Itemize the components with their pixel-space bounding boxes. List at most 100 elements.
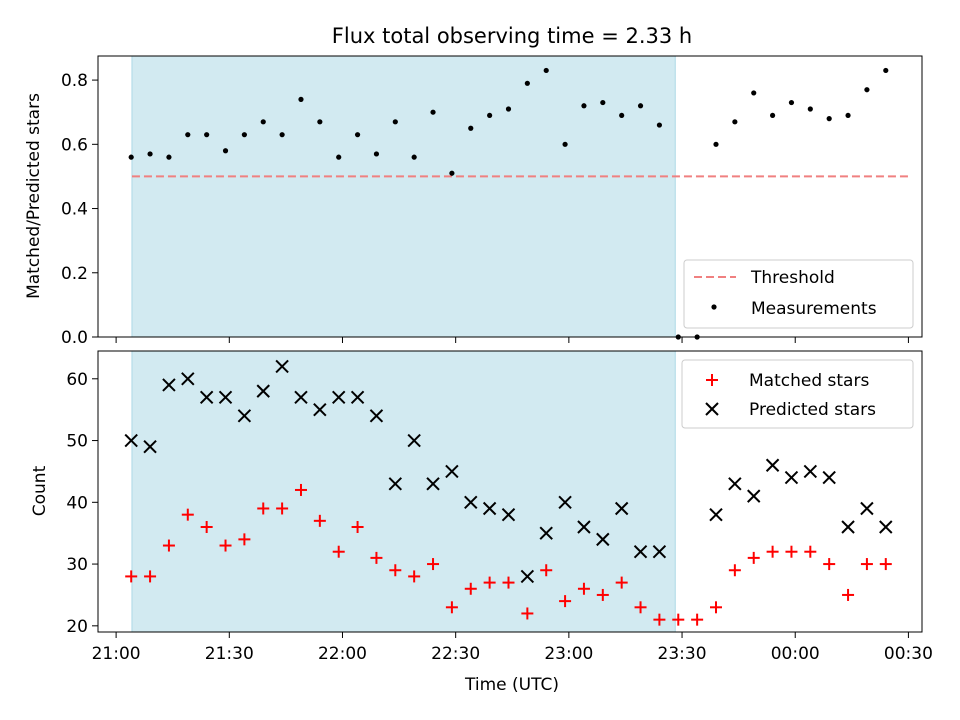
predicted-stars-point bbox=[633, 545, 648, 559]
matched-stars-point bbox=[257, 502, 270, 515]
measurement-point bbox=[732, 119, 738, 125]
predicted-stars-point bbox=[596, 532, 610, 547]
measurement-point bbox=[222, 148, 229, 154]
predicted-stars-point bbox=[464, 495, 478, 510]
matched-stars-point bbox=[370, 551, 383, 564]
predicted-stars-point bbox=[765, 458, 780, 472]
predicted-stars-point bbox=[577, 520, 591, 534]
measurement-point bbox=[260, 119, 266, 125]
measurement-point bbox=[581, 103, 587, 109]
predicted-stars-point bbox=[369, 409, 384, 423]
matched-stars-point bbox=[823, 558, 836, 571]
matched-stars-point bbox=[653, 613, 666, 626]
x-tick-label: 00:00 bbox=[771, 644, 820, 664]
matched-stars-point bbox=[672, 613, 685, 626]
measurement-point bbox=[241, 132, 247, 138]
predicted-stars-point bbox=[124, 433, 138, 448]
predicted-stars-point bbox=[879, 520, 893, 534]
bottom-legend-box bbox=[681, 359, 914, 429]
measurement-point bbox=[656, 122, 663, 128]
y-tick-label: 20 bbox=[66, 617, 88, 637]
predicted-stars-point bbox=[407, 433, 421, 448]
measurement-point bbox=[373, 151, 380, 157]
measurement-point bbox=[883, 67, 889, 74]
y-tick-label: 60 bbox=[66, 370, 88, 390]
predicted-stars-point bbox=[256, 384, 270, 398]
matched-stars-point bbox=[408, 570, 421, 583]
x-tick-label: 21:30 bbox=[205, 644, 254, 664]
matched-stars-point bbox=[860, 558, 873, 571]
predicted-stars-point bbox=[445, 464, 459, 479]
predicted-stars-point bbox=[614, 501, 629, 516]
matched-stars-point bbox=[577, 582, 590, 595]
measurement-point bbox=[430, 109, 436, 115]
matched-stars-point bbox=[464, 582, 477, 595]
measurement-point bbox=[204, 132, 210, 138]
predicted-stars-point bbox=[294, 390, 308, 405]
measurement-point bbox=[317, 119, 323, 125]
measurement-point bbox=[487, 112, 493, 119]
matched-stars-point bbox=[521, 607, 534, 620]
matched-stars-point bbox=[238, 533, 251, 546]
matched-stars-point bbox=[710, 601, 722, 614]
matched-stars-point bbox=[804, 545, 817, 558]
x-tick-label: 22:00 bbox=[318, 644, 367, 664]
predicted-stars-point bbox=[784, 470, 799, 485]
y-tick-label: 0.4 bbox=[61, 200, 88, 220]
measurement-point bbox=[807, 106, 813, 112]
legend-predicted-swatch bbox=[705, 402, 719, 416]
predicted-stars-point bbox=[218, 390, 233, 405]
matched-stars-point bbox=[766, 545, 779, 558]
matched-stars-point bbox=[144, 570, 157, 583]
measurement-point bbox=[713, 141, 719, 147]
measurement-point bbox=[279, 132, 285, 138]
matched-stars-point bbox=[219, 539, 232, 552]
y-tick-label: 50 bbox=[66, 432, 88, 452]
matched-stars-point bbox=[125, 570, 138, 583]
measurement-point bbox=[147, 151, 153, 157]
matched-stars-point bbox=[728, 564, 741, 577]
matched-stars-point bbox=[785, 545, 798, 558]
observing-window-span bbox=[131, 350, 676, 633]
predicted-stars-point bbox=[181, 372, 195, 386]
top-panel-frame bbox=[97, 55, 923, 338]
y-tick-label: 0.2 bbox=[61, 264, 88, 284]
predicted-stars-point bbox=[388, 477, 403, 491]
predicted-stars-point bbox=[426, 477, 440, 491]
measurement-point bbox=[354, 132, 361, 138]
measurement-point bbox=[864, 87, 870, 93]
measurement-point bbox=[845, 112, 851, 119]
bottom-panel-frame bbox=[97, 350, 923, 633]
measurement-point bbox=[769, 112, 776, 119]
x-tick-label: 22:30 bbox=[431, 644, 480, 664]
matched-stars-point bbox=[181, 508, 194, 521]
predicted-stars-point bbox=[350, 390, 365, 405]
predicted-stars-point bbox=[822, 470, 836, 485]
predicted-stars-point bbox=[728, 477, 742, 491]
measurement-point bbox=[788, 99, 795, 106]
chart-title: Flux total observing time = 2.33 h bbox=[332, 24, 692, 48]
predicted-stars-point bbox=[860, 501, 874, 516]
x-tick-label: 21:00 bbox=[92, 644, 141, 664]
predicted-stars-point bbox=[520, 569, 535, 584]
matched-stars-point bbox=[351, 521, 364, 534]
legend-measurements-label: Measurements bbox=[751, 299, 877, 319]
measurement-point bbox=[185, 132, 191, 138]
matched-stars-point bbox=[445, 601, 458, 614]
matched-stars-point bbox=[200, 521, 213, 534]
legend-threshold-label: Threshold bbox=[750, 268, 835, 288]
bottom-y-axis-label: Count bbox=[30, 465, 50, 516]
predicted-stars-point bbox=[747, 489, 761, 503]
y-tick-label: 0.8 bbox=[61, 71, 88, 91]
matched-stars-point bbox=[427, 558, 440, 571]
measurement-point bbox=[449, 170, 455, 176]
matched-stars-point bbox=[332, 545, 345, 558]
measurement-point bbox=[392, 119, 398, 125]
top-y-axis-label: Matched/Predicted stars bbox=[24, 93, 44, 299]
matched-stars-point bbox=[615, 576, 628, 589]
x-tick-label: 23:00 bbox=[544, 644, 593, 664]
measurement-point bbox=[468, 125, 474, 131]
measurement-point bbox=[524, 80, 530, 86]
predicted-stars-point bbox=[275, 359, 289, 374]
